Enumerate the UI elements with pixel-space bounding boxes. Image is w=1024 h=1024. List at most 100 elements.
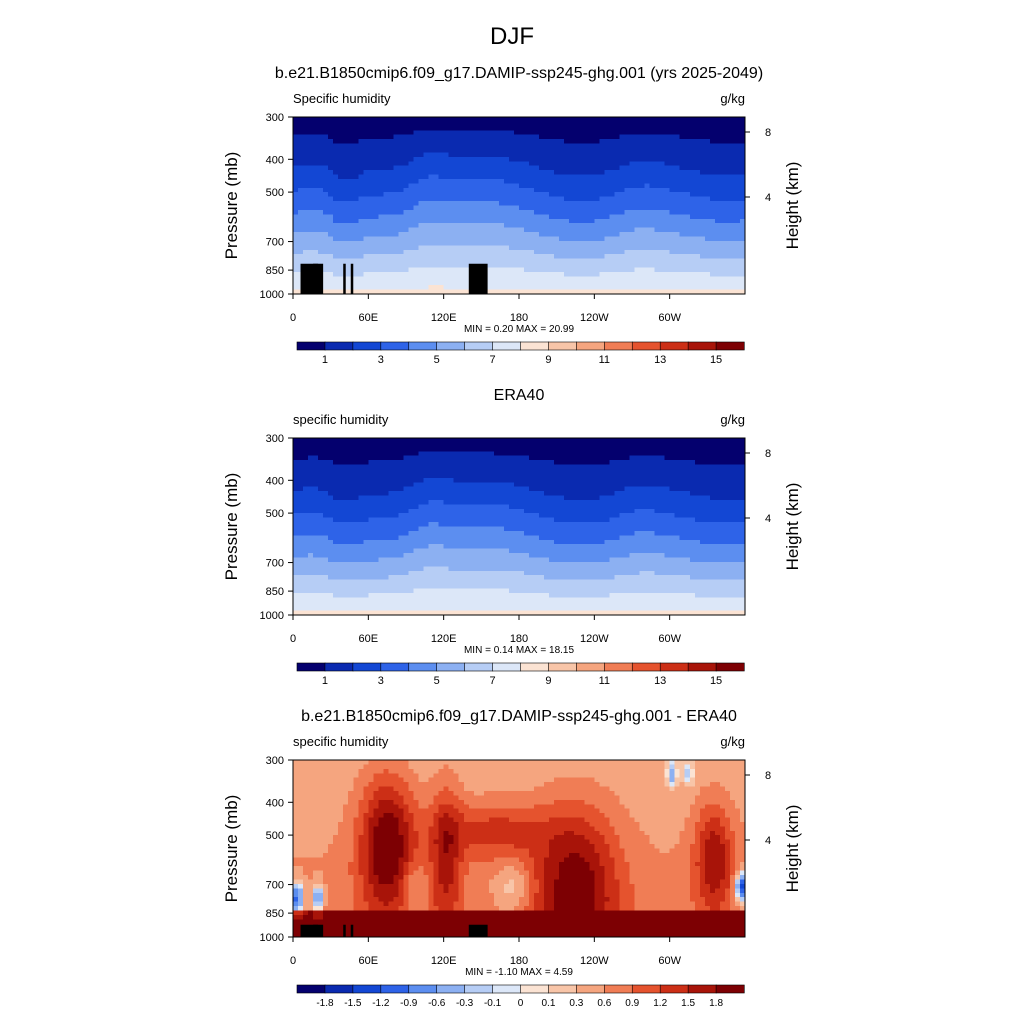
field-cell — [674, 280, 681, 286]
field-cell — [383, 267, 390, 273]
field-cell — [619, 165, 626, 171]
field-cell — [483, 121, 490, 127]
field-cell — [564, 258, 570, 264]
field-cell — [674, 254, 681, 260]
field-cell — [483, 227, 490, 233]
field-cell — [508, 280, 515, 286]
field-cell — [589, 271, 595, 277]
field-cell — [709, 258, 716, 264]
field-cell — [719, 214, 726, 220]
field-cell — [328, 130, 334, 136]
field-cell — [383, 249, 390, 255]
field-cell — [333, 125, 339, 131]
field-cell — [669, 263, 676, 269]
y2-tick-label: 8 — [765, 127, 771, 139]
field-cell — [378, 125, 384, 131]
field-cell — [413, 183, 420, 189]
field-cell — [669, 214, 676, 220]
field-cell — [524, 183, 530, 189]
field-cell — [428, 473, 435, 479]
field-cell — [544, 117, 550, 123]
field-cell — [654, 232, 661, 238]
field-cell — [644, 240, 651, 246]
field-cell — [308, 460, 314, 466]
field-cell — [293, 477, 299, 483]
field-cell — [679, 236, 686, 242]
field-cell — [368, 183, 374, 189]
field-cell — [338, 130, 344, 136]
field-cell — [579, 232, 585, 238]
field-cell — [654, 267, 661, 273]
field-cell — [318, 227, 324, 233]
field-cell — [639, 156, 646, 162]
field-cell — [669, 460, 676, 466]
field-cell — [624, 477, 631, 483]
field-cell — [604, 192, 610, 198]
field-cell — [433, 139, 440, 145]
field-cell — [488, 473, 495, 479]
field-cell — [704, 491, 711, 497]
field-cell — [689, 117, 696, 123]
field-cell — [649, 121, 656, 127]
field-cell — [458, 446, 465, 452]
field-cell — [508, 245, 515, 251]
field-cell — [478, 201, 485, 207]
field-cell — [629, 209, 636, 215]
field-cell — [318, 174, 324, 180]
field-cell — [649, 258, 656, 264]
field-cell — [544, 183, 550, 189]
field-cell — [619, 209, 626, 215]
field-cell — [539, 249, 545, 255]
field-cell — [714, 218, 721, 224]
field-cell — [589, 438, 595, 444]
field-cell — [338, 451, 344, 457]
field-cell — [639, 174, 646, 180]
field-cell — [554, 442, 560, 448]
field-cell — [393, 183, 400, 189]
field-cell — [393, 258, 400, 264]
field-cell — [704, 205, 711, 211]
field-cell — [524, 134, 530, 140]
field-cell — [463, 178, 470, 184]
field-cell — [729, 442, 736, 448]
field-cell — [353, 495, 359, 501]
field-cell — [338, 499, 344, 505]
field-cell — [579, 170, 585, 176]
field-cell — [704, 170, 711, 176]
field-cell — [699, 271, 706, 277]
field-cell — [448, 254, 455, 260]
field-cell — [554, 491, 560, 497]
field-cell — [729, 468, 736, 474]
field-cell — [734, 152, 741, 158]
field-cell — [363, 121, 369, 127]
field-cell — [594, 227, 600, 233]
field-cell — [654, 263, 661, 269]
field-cell — [313, 121, 319, 127]
field-cell — [498, 227, 505, 233]
field-cell — [338, 258, 344, 264]
field-cell — [664, 187, 671, 193]
field-cell — [378, 117, 384, 123]
field-cell — [468, 170, 475, 176]
field-cell — [343, 147, 349, 153]
field-cell — [413, 263, 420, 269]
field-cell — [488, 499, 495, 505]
field-cell — [353, 214, 359, 220]
field-cell — [724, 178, 731, 184]
field-cell — [393, 218, 400, 224]
field-cell — [493, 156, 500, 162]
field-cell — [388, 491, 395, 497]
field-cell — [669, 455, 676, 461]
field-cell — [589, 205, 595, 211]
field-cell — [508, 121, 515, 127]
field-cell — [639, 267, 646, 273]
field-cell — [318, 473, 324, 479]
field-cell — [609, 187, 616, 193]
field-cell — [719, 178, 726, 184]
field-cell — [463, 254, 470, 260]
field-cell — [328, 170, 334, 176]
field-cell — [689, 139, 696, 145]
field-cell — [403, 121, 410, 127]
field-cell — [303, 464, 309, 470]
field-cell — [524, 254, 530, 260]
